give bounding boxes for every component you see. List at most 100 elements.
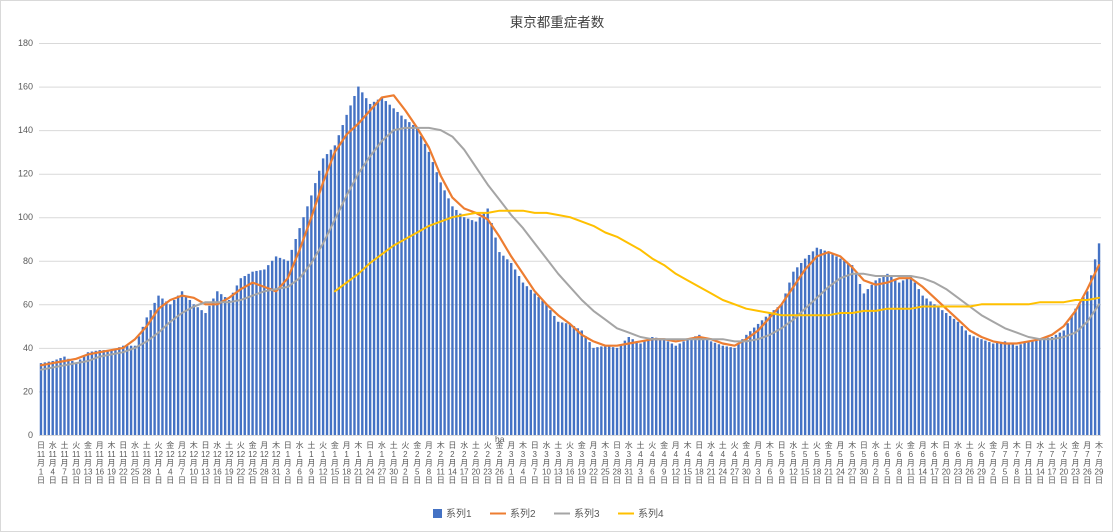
legend-item-1[interactable]: 系列1	[433, 507, 472, 520]
svg-text:180: 180	[18, 38, 33, 48]
svg-text:140: 140	[18, 125, 33, 135]
svg-text:120: 120	[18, 169, 33, 179]
legend-item-4[interactable]: 系列4	[618, 507, 664, 520]
line-series3	[40, 126, 1100, 371]
line-series4	[333, 209, 1100, 317]
legend: 系列1 系列2 系列3 系列4	[433, 507, 664, 520]
svg-text:40: 40	[23, 343, 33, 353]
y-axis-labels: 0 20 40 60 80 100 120 140 160 180	[18, 38, 33, 440]
legend-label: 系列4	[638, 507, 664, 520]
svg-text:160: 160	[18, 82, 33, 92]
svg-text:80: 80	[23, 256, 33, 266]
legend-label: 系列2	[510, 507, 536, 520]
legend-label: 系列1	[446, 507, 472, 520]
legend-label: 系列3	[574, 507, 600, 520]
legend-swatch-bar	[433, 509, 442, 518]
line-series2	[39, 94, 1101, 367]
annotation-ha: ha	[495, 434, 505, 444]
legend-item-2[interactable]: 系列2	[490, 507, 536, 520]
svg-text:20: 20	[23, 386, 33, 396]
legend-item-3[interactable]: 系列3	[554, 507, 600, 520]
